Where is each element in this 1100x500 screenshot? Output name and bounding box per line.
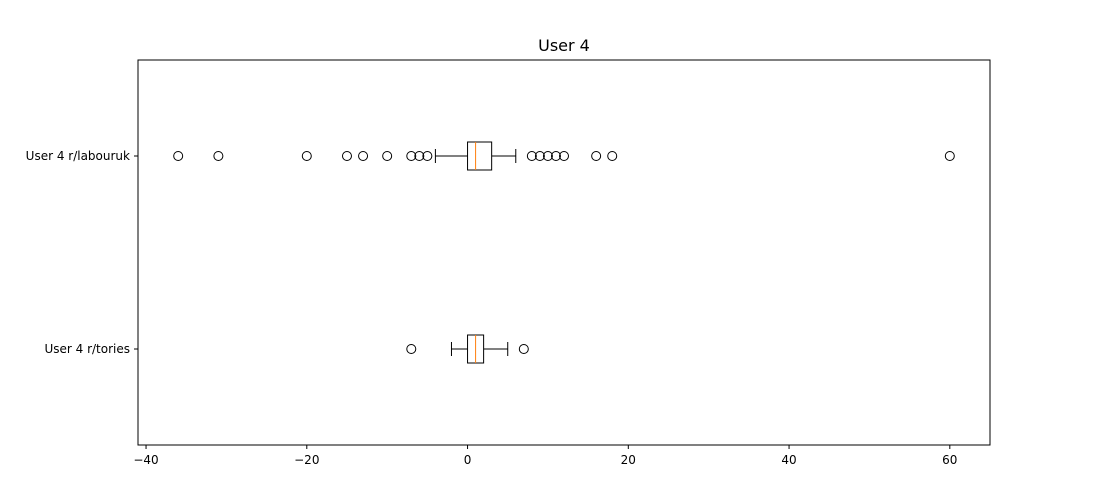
- x-tick-label: 60: [942, 453, 957, 467]
- outlier-point: [382, 151, 393, 161]
- outlier-point: [213, 151, 224, 161]
- x-tick-label: 20: [621, 453, 636, 467]
- outlier-point: [944, 151, 955, 161]
- outlier-point: [518, 344, 529, 354]
- outlier-point: [550, 151, 561, 161]
- chart-title: User 4: [538, 36, 590, 55]
- y-tick-label: User 4 r/tories: [44, 342, 130, 356]
- outlier-point: [422, 151, 433, 161]
- outlier-point: [173, 151, 184, 161]
- outlier-point: [341, 151, 352, 161]
- outlier-point: [358, 151, 369, 161]
- outlier-point: [542, 151, 553, 161]
- x-tick-label: −40: [133, 453, 158, 467]
- x-tick-label: 40: [781, 453, 796, 467]
- outlier-point: [526, 151, 537, 161]
- iqr-box: [467, 141, 493, 171]
- outlier-point: [301, 151, 312, 161]
- outlier-point: [414, 151, 425, 161]
- outlier-point: [406, 151, 417, 161]
- outlier-point: [406, 344, 417, 354]
- outlier-point: [559, 151, 569, 161]
- outlier-point: [607, 151, 618, 161]
- outlier-point: [591, 151, 602, 161]
- x-tick-label: 0: [464, 453, 472, 467]
- outlier-point: [534, 151, 545, 161]
- plot-frame: [137, 59, 991, 446]
- y-tick-label: User 4 r/labouruk: [26, 149, 130, 163]
- x-tick-label: −20: [294, 453, 319, 467]
